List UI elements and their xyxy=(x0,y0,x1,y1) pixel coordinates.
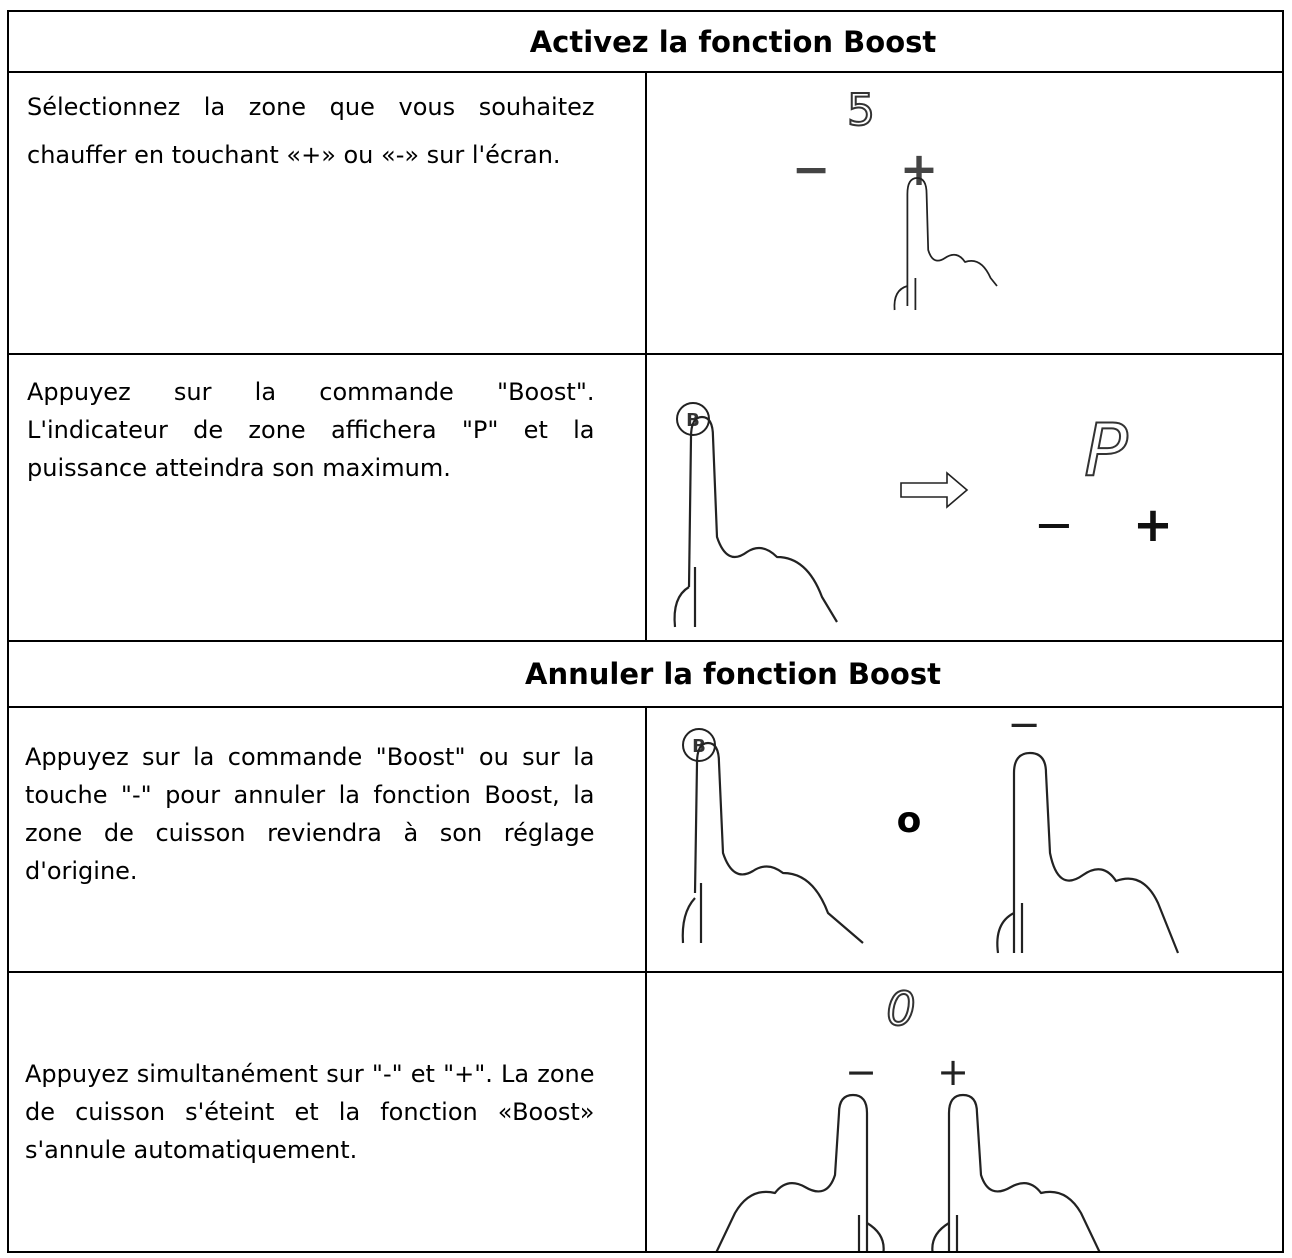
finger-drawing xyxy=(681,741,864,944)
section-title: Annuler la fonction Boost xyxy=(7,640,1284,708)
illustration: B o − xyxy=(681,708,1179,954)
section-title: Activez la fonction Boost xyxy=(7,10,1284,73)
minus-key: − xyxy=(1007,708,1041,748)
finger-drawing xyxy=(995,751,1179,954)
row: Appuyez sur la commande "Boost". L'indic… xyxy=(7,353,1284,642)
display-digit: P xyxy=(1084,408,1128,492)
section-header-row: Activez la fonction Boost xyxy=(7,10,1284,73)
illustration: 0 − + xyxy=(715,981,1100,1251)
minus-key: − xyxy=(1033,497,1073,553)
boost-button: B xyxy=(692,736,706,757)
figure-cell: 5 − + xyxy=(644,71,1284,355)
instruction: Sélectionnez la zone que vous souhaitez … xyxy=(7,71,647,355)
section-header-row: Annuler la fonction Boost xyxy=(7,640,1284,708)
figure-cell: B P − + xyxy=(644,353,1284,642)
finger-drawing xyxy=(672,415,838,628)
plus-key: + xyxy=(1132,497,1172,553)
row: Sélectionnez la zone que vous souhaitez … xyxy=(7,71,1284,355)
instruction: Appuyez simultanément sur "-" et "+". La… xyxy=(7,971,647,1253)
illustration: B P − + xyxy=(672,402,1173,628)
separator: o xyxy=(896,800,921,841)
minus-key: − xyxy=(845,1050,877,1094)
figure-cell: 0 − + xyxy=(644,971,1284,1253)
finger-drawing xyxy=(930,1093,1100,1251)
arrow xyxy=(899,471,968,509)
instruction: Appuyez sur la commande "Boost". L'indic… xyxy=(7,353,647,642)
illustration: 5 − + xyxy=(791,84,998,311)
boost-button: B xyxy=(686,410,700,431)
boost-table: Activez la fonction Boost Sélectionnez l… xyxy=(7,10,1284,1253)
row: Appuyez simultanément sur "-" et "+". La… xyxy=(7,971,1284,1253)
figure-cell: B o − xyxy=(644,706,1284,973)
minus-key: − xyxy=(791,142,830,196)
display-digit: 0 xyxy=(886,982,915,1036)
finger-drawing xyxy=(893,177,998,311)
display-digit: 5 xyxy=(847,85,875,136)
plus-key: + xyxy=(937,1050,969,1094)
instruction: Appuyez sur la commande "Boost" ou sur l… xyxy=(7,706,647,973)
finger-drawing xyxy=(715,1093,885,1251)
plus-key: + xyxy=(899,142,938,196)
row: Appuyez sur la commande "Boost" ou sur l… xyxy=(7,706,1284,973)
